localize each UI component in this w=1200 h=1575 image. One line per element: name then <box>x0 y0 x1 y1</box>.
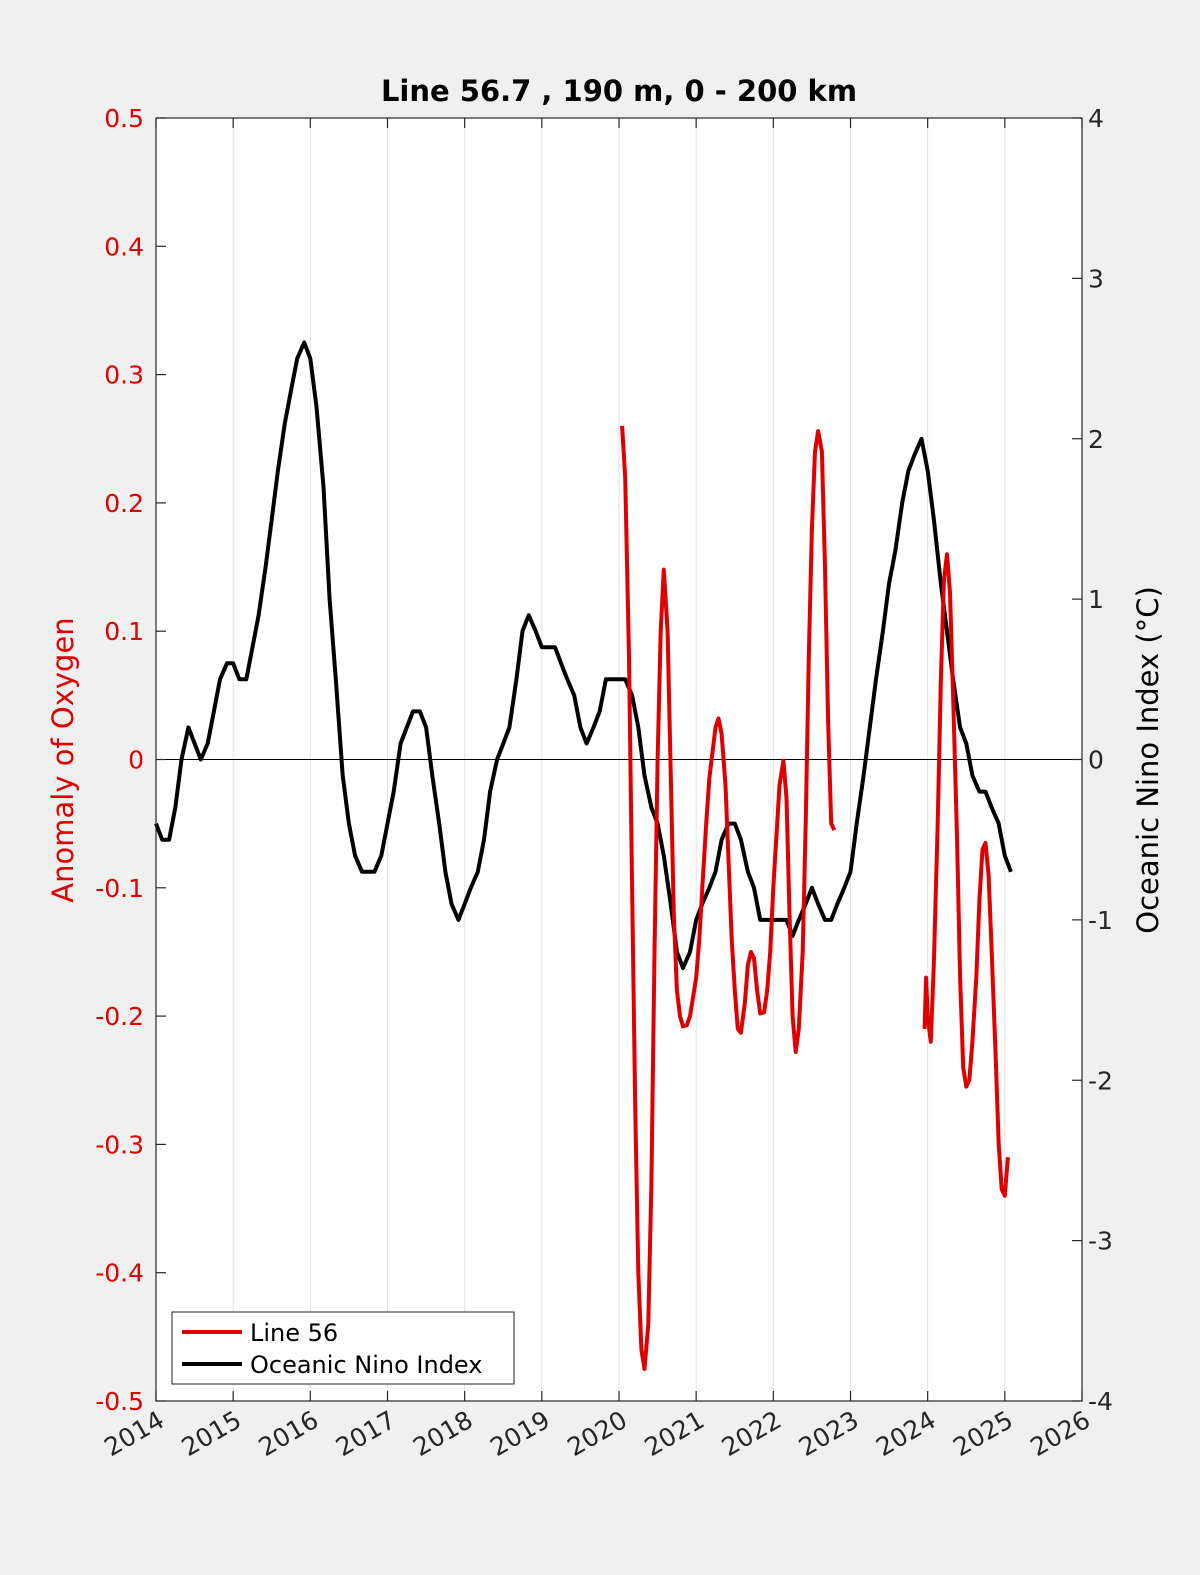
series-line-56-segment-1 <box>620 425 837 1371</box>
legend: Line 56 Oceanic Nino Index <box>171 1311 515 1385</box>
y-right-tick-label: 0 <box>1088 746 1104 775</box>
legend-box <box>171 1311 515 1385</box>
y-right-tick-label: -4 <box>1088 1387 1113 1416</box>
y-left-tick-label: 0 <box>128 746 144 775</box>
axis-ticks <box>155 117 1083 1402</box>
y-right-axis-title: Oceanic Nino Index (°C) <box>1131 586 1165 934</box>
y-left-tick-label: 0.4 <box>104 232 144 261</box>
legend-label-line-56: Line 56 <box>250 1319 338 1347</box>
y-right-tick-label: -2 <box>1088 1066 1113 1095</box>
y-right-tick-label: 3 <box>1088 264 1104 293</box>
y-left-tick-label: -0.5 <box>95 1387 144 1416</box>
y-left-tick-label: 0.5 <box>104 104 144 133</box>
y-right-tick-label: -1 <box>1088 906 1113 935</box>
series-layer <box>154 340 1013 1371</box>
y-right-tick-label: 4 <box>1088 104 1104 133</box>
y-left-tick-label: -0.2 <box>95 1002 144 1031</box>
y-right-tick-label: 2 <box>1088 425 1104 454</box>
chart-title: Line 56.7 , 190 m, 0 - 200 km <box>381 74 857 108</box>
series-line-56-segment-2 <box>922 552 1010 1198</box>
y-right-tick-label: -3 <box>1088 1227 1113 1256</box>
y-left-tick-label: -0.4 <box>95 1259 144 1288</box>
y-left-tick-label: -0.3 <box>95 1130 144 1159</box>
y-right-tick-label: 1 <box>1088 585 1104 614</box>
y-left-tick-label: 0.2 <box>104 489 144 518</box>
legend-label-oni: Oceanic Nino Index <box>250 1351 482 1379</box>
y-left-tick-label: -0.1 <box>95 874 144 903</box>
y-left-tick-label: 0.3 <box>104 361 144 390</box>
series-line-oceanic-nino-index <box>154 340 1013 970</box>
y-left-tick-labels: -0.5 -0.4 -0.3 -0.2 -0.1 0 0.1 0.2 0.3 0.4 0.5 <box>95 104 144 1416</box>
y-left-axis-title: Anomaly of Oxygen <box>46 617 80 902</box>
y-left-tick-label: 0.1 <box>104 617 144 646</box>
y-right-tick-labels: -4 -3 -2 -1 0 1 2 3 4 <box>1088 104 1113 1416</box>
